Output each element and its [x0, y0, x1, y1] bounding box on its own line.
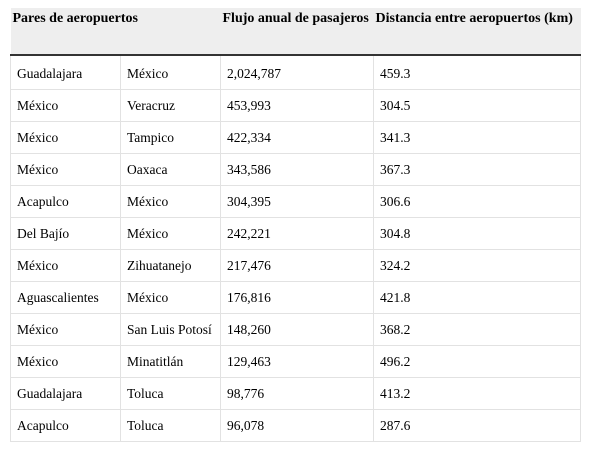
annual-passenger-flow-cell: 98,776 — [220, 377, 374, 410]
destination-airport-cell: Toluca — [120, 377, 221, 410]
origin-airport-cell: Acapulco — [10, 185, 121, 218]
table-row: México San Luis Potosí 148,260 368.2 — [10, 313, 581, 346]
origin-airport-cell: México — [10, 249, 121, 282]
table-row: México Oaxaca 343,586 367.3 — [10, 153, 581, 186]
distance-km-cell: 304.8 — [373, 217, 581, 250]
table-row: Del Bajío México 242,221 304.8 — [10, 217, 581, 250]
destination-airport-cell: Minatitlán — [120, 345, 221, 378]
destination-airport-cell: San Luis Potosí — [120, 313, 221, 346]
distance-km-cell: 304.5 — [373, 89, 581, 122]
distance-km-cell: 413.2 — [373, 377, 581, 410]
table-body: Guadalajara México 2,024,787 459.3 México Ver… — [10, 55, 581, 442]
column-header-annual-flow: Flujo anual de pasajeros — [220, 8, 374, 56]
annual-passenger-flow-cell: 453,993 — [220, 89, 374, 122]
annual-passenger-flow-cell: 96,078 — [220, 409, 374, 442]
destination-airport-cell: Veracruz — [120, 89, 221, 122]
destination-airport-cell: México — [120, 185, 221, 218]
annual-passenger-flow-cell: 343,586 — [220, 153, 374, 186]
annual-passenger-flow-cell: 422,334 — [220, 121, 374, 154]
destination-airport-cell: Oaxaca — [120, 153, 221, 186]
destination-airport-cell: Zihuatanejo — [120, 249, 221, 282]
annual-passenger-flow-cell: 129,463 — [220, 345, 374, 378]
origin-airport-cell: Del Bajío — [10, 217, 121, 250]
table-row: Acapulco Toluca 96,078 287.6 — [10, 409, 581, 442]
distance-km-cell: 368.2 — [373, 313, 581, 346]
table-row: México Veracruz 453,993 304.5 — [10, 89, 581, 122]
airport-pairs-table-container: Pares de aeropuertos Flujo anual de pasa… — [10, 8, 581, 442]
airport-pairs-table: Pares de aeropuertos Flujo anual de pasa… — [10, 8, 581, 442]
origin-airport-cell: Acapulco — [10, 409, 121, 442]
origin-airport-cell: México — [10, 313, 121, 346]
column-header-airport-pairs: Pares de aeropuertos — [10, 8, 221, 56]
distance-km-cell: 367.3 — [373, 153, 581, 186]
table-header: Pares de aeropuertos Flujo anual de pasa… — [10, 8, 581, 56]
table-row: México Minatitlán 129,463 496.2 — [10, 345, 581, 378]
destination-airport-cell: México — [120, 281, 221, 314]
table-row: México Tampico 422,334 341.3 — [10, 121, 581, 154]
destination-airport-cell: México — [120, 55, 221, 90]
table-row: Aguascalientes México 176,816 421.8 — [10, 281, 581, 314]
distance-km-cell: 421.8 — [373, 281, 581, 314]
annual-passenger-flow-cell: 148,260 — [220, 313, 374, 346]
distance-km-cell: 496.2 — [373, 345, 581, 378]
distance-km-cell: 459.3 — [373, 55, 581, 90]
annual-passenger-flow-cell: 217,476 — [220, 249, 374, 282]
destination-airport-cell: Toluca — [120, 409, 221, 442]
origin-airport-cell: Guadalajara — [10, 55, 121, 90]
annual-passenger-flow-cell: 176,816 — [220, 281, 374, 314]
distance-km-cell: 341.3 — [373, 121, 581, 154]
origin-airport-cell: México — [10, 121, 121, 154]
origin-airport-cell: México — [10, 345, 121, 378]
annual-passenger-flow-cell: 242,221 — [220, 217, 374, 250]
distance-km-cell: 306.6 — [373, 185, 581, 218]
table-header-row: Pares de aeropuertos Flujo anual de pasa… — [10, 8, 581, 56]
annual-passenger-flow-cell: 304,395 — [220, 185, 374, 218]
annual-passenger-flow-cell: 2,024,787 — [220, 55, 374, 90]
distance-km-cell: 287.6 — [373, 409, 581, 442]
origin-airport-cell: México — [10, 153, 121, 186]
column-header-distance: Distancia entre aeropuertos (km) — [373, 8, 581, 56]
destination-airport-cell: México — [120, 217, 221, 250]
destination-airport-cell: Tampico — [120, 121, 221, 154]
table-row: Guadalajara Toluca 98,776 413.2 — [10, 377, 581, 410]
origin-airport-cell: Aguascalientes — [10, 281, 121, 314]
table-row: México Zihuatanejo 217,476 324.2 — [10, 249, 581, 282]
table-row: Acapulco México 304,395 306.6 — [10, 185, 581, 218]
distance-km-cell: 324.2 — [373, 249, 581, 282]
origin-airport-cell: Guadalajara — [10, 377, 121, 410]
origin-airport-cell: México — [10, 89, 121, 122]
table-row: Guadalajara México 2,024,787 459.3 — [10, 55, 581, 90]
